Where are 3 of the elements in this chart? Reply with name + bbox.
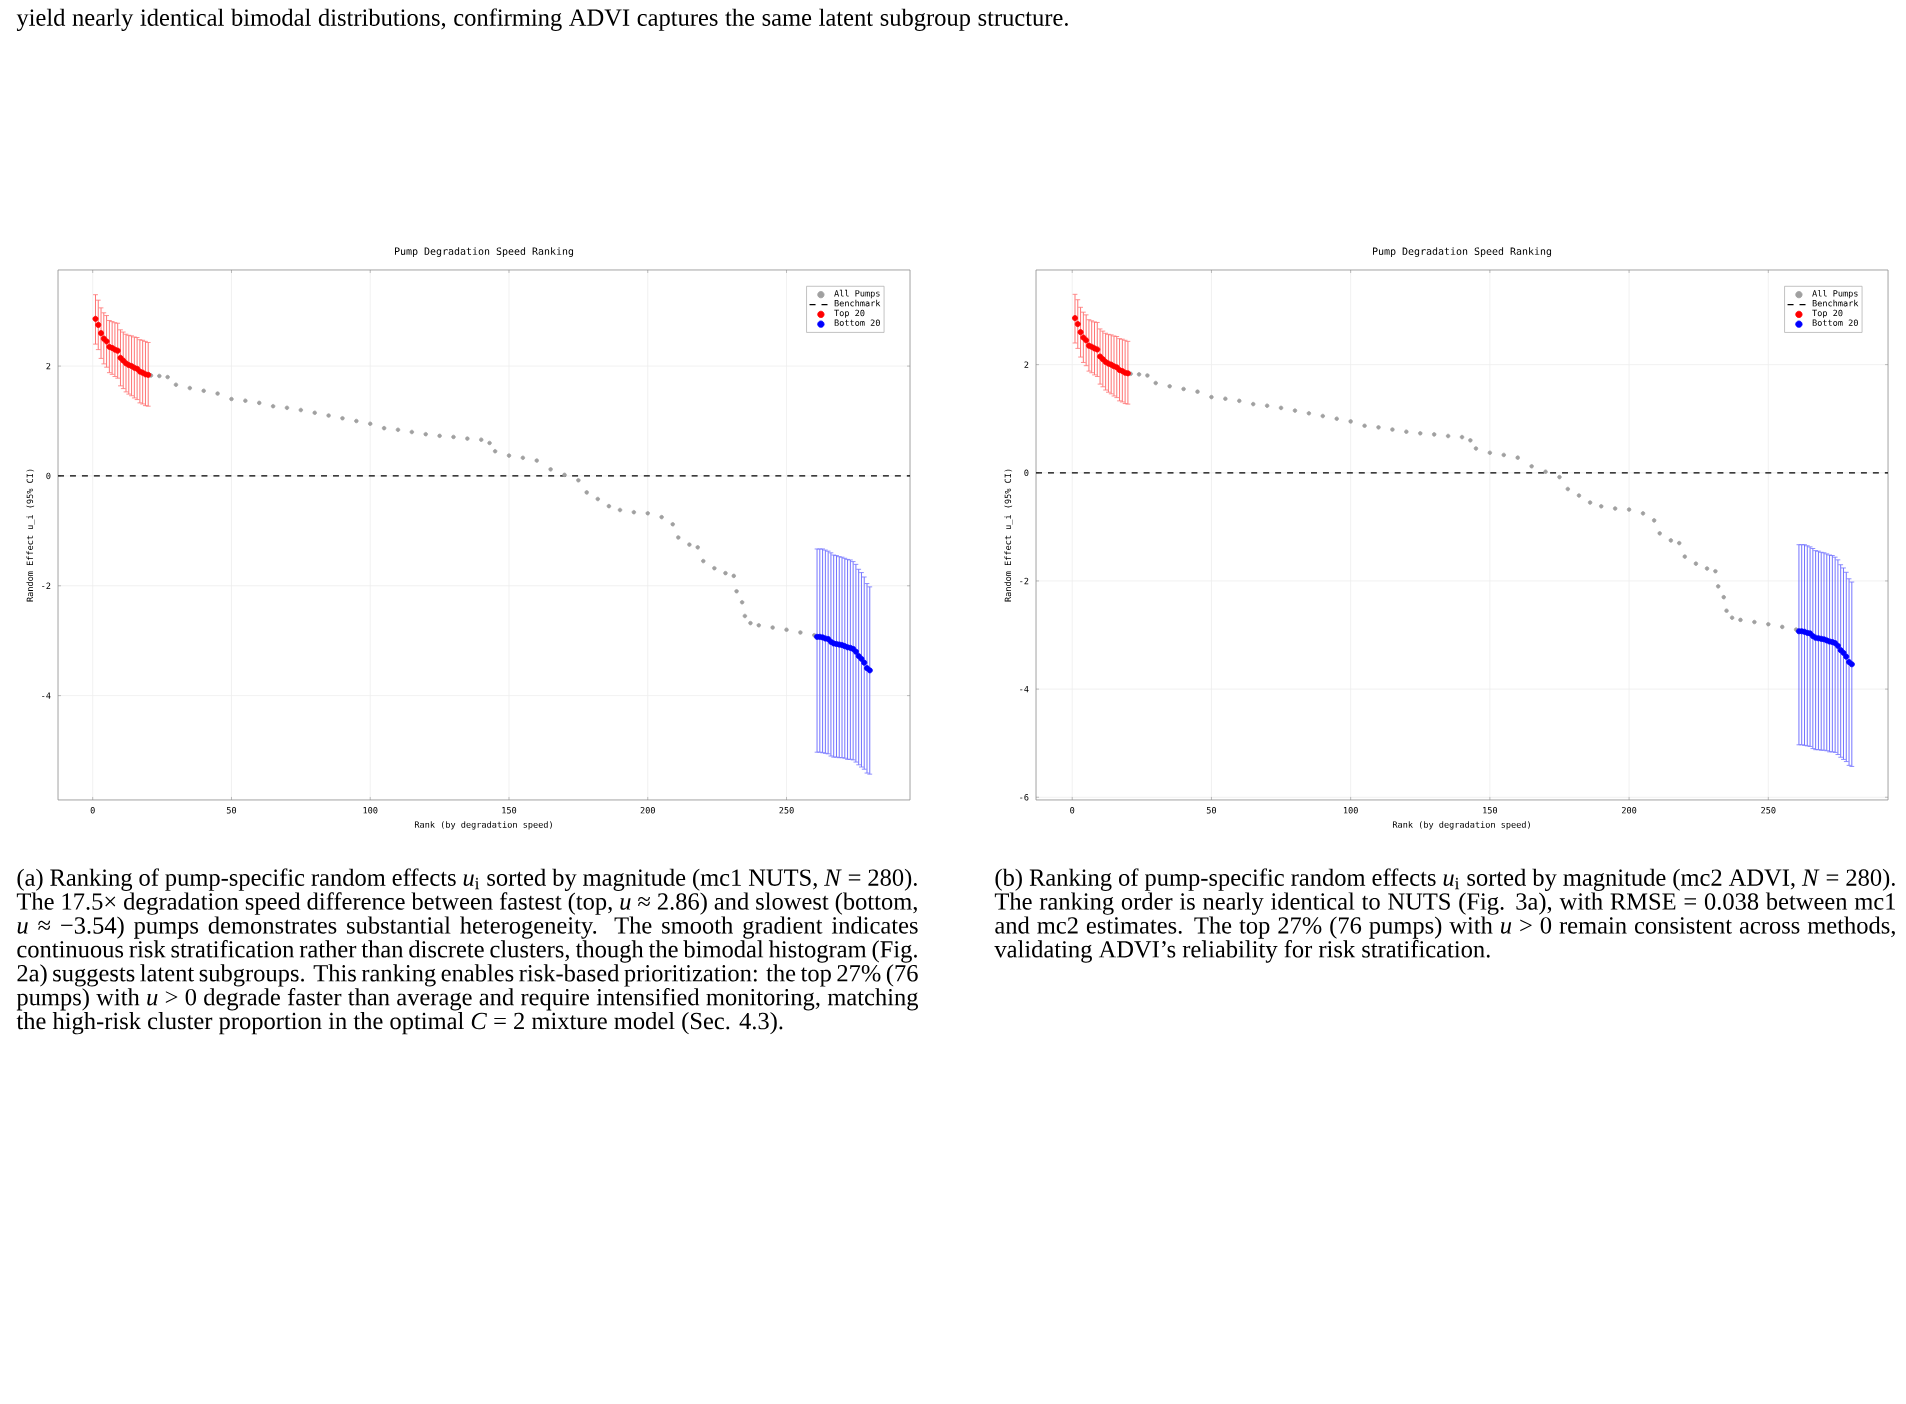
text: yield nearly identical bimodal distributions, confirming ADVI captures the same latent subgroup structure. bbox=[16, 8, 1068, 31]
text: (a) Ranking of pump-specific random effects u$_{i}$ sorted by magnitude (mc1 NUTS, N = 280). The 17.5× degradation speed difference between fastest (top, u ≈ 2.86) and slowest (bottom, u ≈ −3.54) pumps demonstrates substantial heterogeneity. The smooth gradient indicates continuous risk stratification rather than discrete clusters, though the bimodal histogram (Fig. 2a) suggests latent subgroups. This ranking enables risk-based prioritization: the top 27% (76 pumps) with u > 0 degrade faster than average and require intensified monitoring, matching the high-risk cluster proportion in the optimal C = 2 mixture model (Sec. 4.3). bbox=[16, 868, 919, 1035]
text: (b) Ranking of pump-specific random effects u$_{i}$ sorted by magnitude (mc2 ADVI, N = 280). The ranking order is nearly identical to NUTS (Fig. 3a), with RMSE = 0.038 between mc1 and mc2 estimates. The top 27% (76 pumps) with u > 0 remain consistent across methods, validating ADVI’s reliability for risk stratification. bbox=[994, 868, 1895, 963]
